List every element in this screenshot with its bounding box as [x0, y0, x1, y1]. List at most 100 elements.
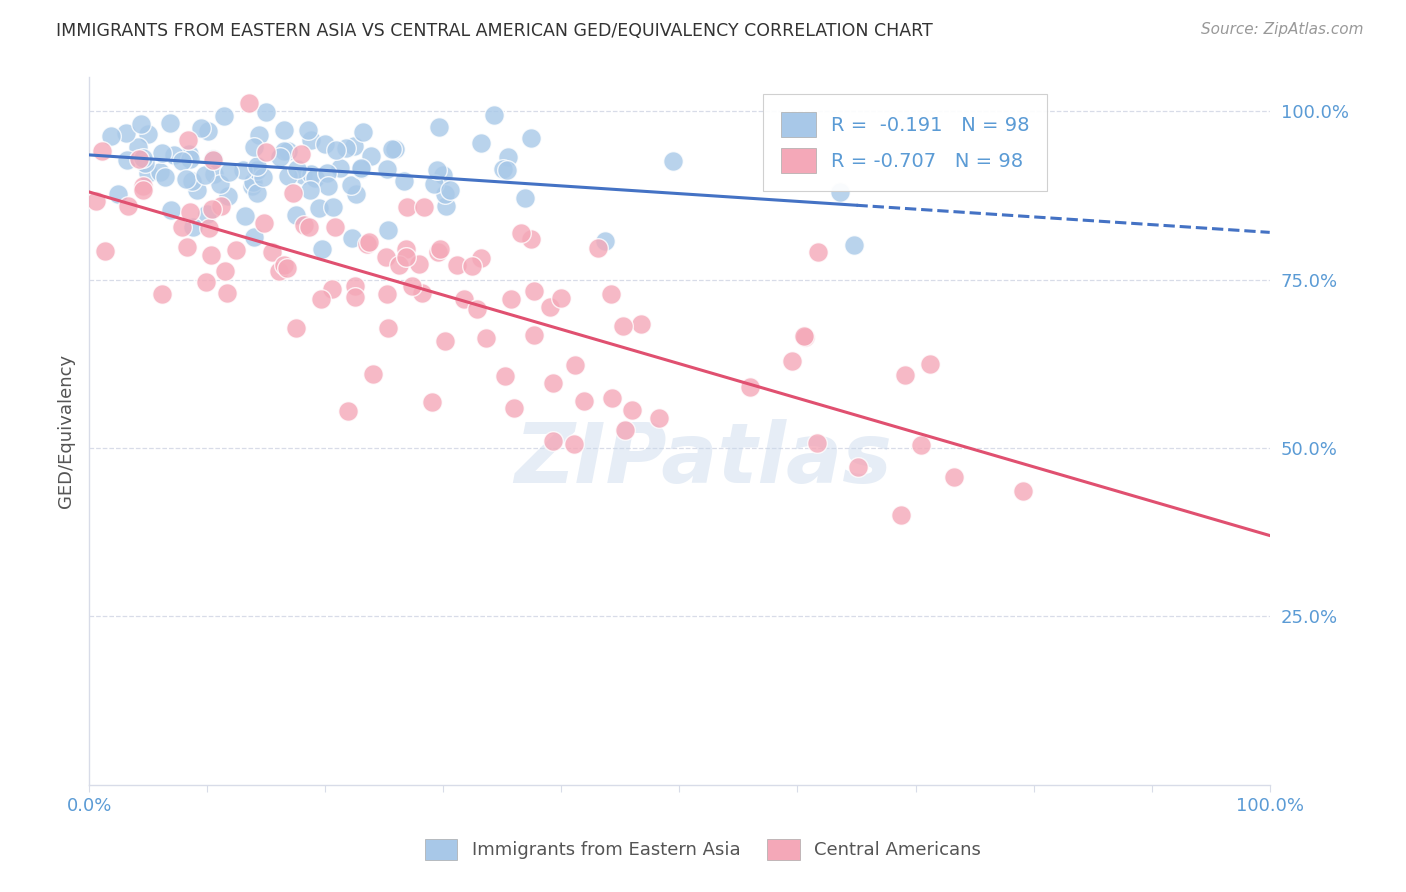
Point [470, 251, 492, 265]
Point [292, 168, 315, 182]
Point [394, 242, 416, 256]
Point [254, 105, 277, 120]
Point [426, 244, 449, 259]
Point [375, 286, 398, 301]
Point [356, 236, 378, 251]
Point [388, 258, 411, 272]
Point [172, 154, 194, 169]
Point [434, 334, 457, 348]
Point [396, 201, 419, 215]
Point [426, 163, 449, 178]
Point [446, 258, 468, 272]
Point [893, 368, 915, 382]
Point [432, 168, 454, 182]
Text: Source: ZipAtlas.com: Source: ZipAtlas.com [1201, 22, 1364, 37]
Point [117, 199, 139, 213]
Point [630, 318, 652, 332]
Point [217, 189, 239, 203]
Point [363, 367, 385, 381]
Point [613, 423, 636, 437]
Point [181, 173, 204, 187]
Point [131, 117, 153, 131]
Point [439, 183, 461, 197]
Point [470, 136, 492, 150]
Point [467, 302, 489, 317]
Point [612, 319, 634, 334]
Point [127, 140, 149, 154]
Point [179, 153, 201, 167]
Point [136, 127, 159, 141]
Point [252, 169, 274, 184]
Point [200, 247, 222, 261]
Point [273, 123, 295, 137]
Point [846, 460, 869, 475]
Point [620, 402, 643, 417]
Point [509, 227, 531, 241]
Point [434, 186, 457, 201]
Point [806, 435, 828, 450]
Point [329, 161, 352, 175]
Point [163, 148, 186, 162]
Point [647, 410, 669, 425]
Point [246, 186, 269, 201]
Point [600, 286, 623, 301]
Point [562, 437, 585, 451]
Point [321, 282, 343, 296]
Point [350, 162, 373, 177]
Point [494, 368, 516, 383]
Point [186, 183, 208, 197]
Point [298, 183, 321, 197]
Point [128, 152, 150, 166]
Point [408, 257, 430, 271]
Point [943, 470, 966, 484]
Y-axis label: GED/Equivalency: GED/Equivalency [58, 354, 75, 508]
Point [243, 139, 266, 153]
Point [807, 245, 830, 260]
Point [277, 145, 299, 159]
Point [541, 376, 564, 391]
Point [190, 120, 212, 135]
Point [350, 161, 373, 175]
Point [195, 275, 218, 289]
Point [253, 216, 276, 230]
Point [314, 137, 336, 152]
Point [482, 108, 505, 122]
Point [340, 230, 363, 244]
Point [335, 141, 357, 155]
Point [276, 261, 298, 276]
Point [564, 358, 586, 372]
Point [495, 162, 517, 177]
Point [94, 244, 117, 258]
Point [304, 170, 326, 185]
Point [153, 170, 176, 185]
Point [299, 167, 322, 181]
Point [461, 259, 484, 273]
Point [225, 244, 247, 258]
Point [384, 143, 406, 157]
Point [1012, 483, 1035, 498]
Point [208, 178, 231, 192]
Point [174, 172, 197, 186]
Point [91, 144, 114, 158]
Point [195, 207, 218, 221]
Point [323, 220, 346, 235]
Point [238, 95, 260, 110]
Point [114, 126, 136, 140]
Point [413, 200, 436, 214]
Point [218, 165, 240, 179]
Point [782, 353, 804, 368]
Point [177, 146, 200, 161]
Point [420, 395, 443, 409]
Point [273, 258, 295, 272]
Point [170, 219, 193, 234]
Point [285, 161, 308, 176]
Point [427, 120, 450, 134]
Point [344, 186, 367, 201]
Point [290, 146, 312, 161]
Point [201, 202, 224, 216]
Point [342, 139, 364, 153]
Point [352, 124, 374, 138]
Point [492, 161, 515, 176]
Point [322, 200, 344, 214]
Point [214, 263, 236, 277]
